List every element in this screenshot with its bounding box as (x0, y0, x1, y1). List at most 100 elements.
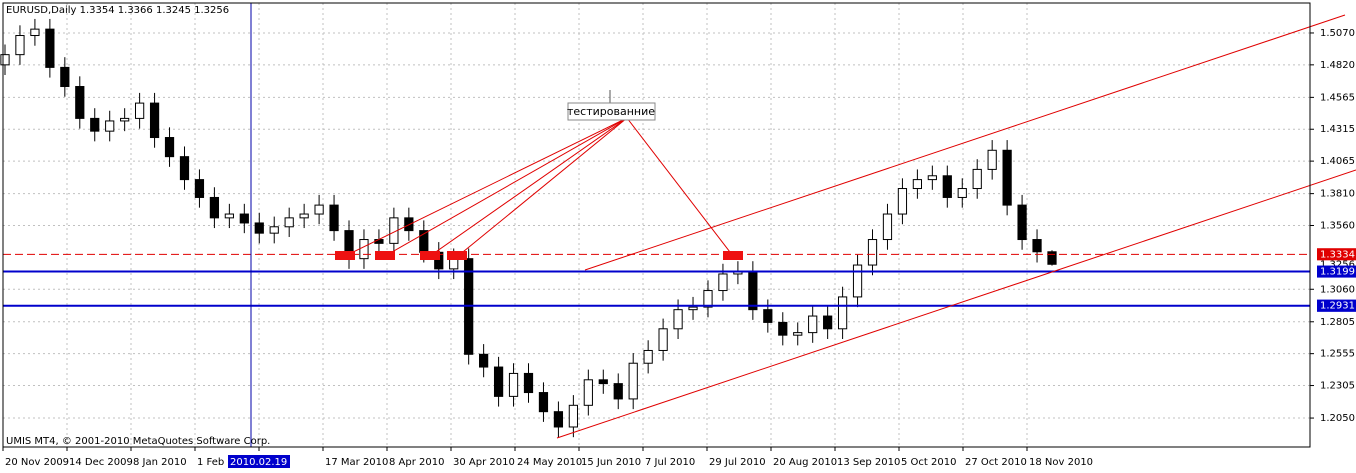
candle-body (299, 213, 309, 219)
candle-body (135, 102, 145, 119)
pointer-line (344, 117, 628, 257)
candle-body (793, 332, 803, 336)
candle-body (852, 264, 863, 298)
crosshair-label: 2010.02.19 20:00 (230, 457, 319, 468)
footer: UMIS MT4, © 2001-2010 MetaQuotes Softwar… (6, 436, 270, 447)
candle-body (359, 239, 369, 260)
candle-body (942, 175, 952, 198)
candle-body (658, 328, 668, 351)
y-tick-label: 1.4065 (1320, 156, 1355, 167)
candle-body (628, 362, 638, 400)
candle-body (179, 156, 190, 181)
candle-body (224, 213, 234, 219)
markers (335, 251, 743, 260)
last-price: 1.3256 (1320, 259, 1355, 270)
candles (0, 18, 1310, 438)
level-label: 1.3334 (1320, 249, 1355, 260)
marker (335, 251, 355, 260)
candle-body (823, 315, 833, 330)
marker (375, 251, 395, 260)
level-label-box (1317, 248, 1356, 261)
y-tick-label: 1.4315 (1320, 124, 1355, 135)
candle-body (882, 213, 893, 241)
candle-body (314, 204, 324, 215)
level-label: 1.3199 (1320, 267, 1355, 278)
y-tick-label: 1.5070 (1320, 28, 1355, 39)
candle-body (673, 309, 683, 330)
candle-body (897, 188, 908, 215)
pointer-line (457, 117, 628, 257)
x-tick-label: 8 Apr 2010 (389, 457, 444, 468)
x-tick-label: 7 Jul 2010 (645, 457, 695, 468)
x-tick-label: 13 Sep 2010 (837, 457, 900, 468)
candle-body (583, 379, 593, 406)
marker (420, 251, 440, 260)
x-tick-label: 15 Jun 2010 (581, 457, 641, 468)
candle-body (748, 270, 758, 311)
candle-body (1017, 204, 1027, 241)
x-tick-label: 20 Aug 2010 (773, 457, 837, 468)
annotation-box (567, 102, 656, 121)
pointer-line (384, 117, 628, 257)
candle-body (15, 35, 25, 56)
candle-body (778, 321, 788, 336)
candle-body (374, 239, 384, 244)
candle-body (957, 188, 967, 198)
candle-body (90, 117, 100, 132)
candle-body (1032, 239, 1042, 253)
candle-body (538, 392, 549, 413)
y-tick-label: 1.3810 (1320, 189, 1355, 200)
candle-body (598, 379, 608, 385)
candle-body (523, 372, 534, 394)
x-tick-label: 24 May 2010 (517, 457, 582, 468)
annotation: тестированние (567, 105, 655, 118)
y-tick-label: 1.2555 (1320, 349, 1355, 360)
candle-body (688, 306, 698, 311)
candle-body (568, 404, 578, 428)
candle-body (508, 372, 519, 397)
y-tick-label: 1.2050 (1320, 413, 1355, 424)
candle-body (149, 102, 160, 139)
y-tick-label: 1.2805 (1320, 317, 1355, 328)
trend-line (556, 169, 1356, 439)
candle-body (867, 239, 878, 266)
candle-body (269, 226, 279, 234)
x-tick-label: 17 Mar 2010 (325, 457, 388, 468)
candle-body (209, 196, 220, 219)
candle-body (329, 204, 339, 232)
x-tick-label: 1 Feb 2010 (197, 457, 253, 468)
pointer-line (626, 117, 734, 257)
y-tick-label: 1.4565 (1320, 92, 1355, 103)
y-tick-label: 1.3560 (1320, 221, 1355, 232)
level-label: 1.2931 (1320, 301, 1355, 312)
candle-body (493, 366, 504, 397)
candle-body (30, 28, 40, 37)
candle-body (194, 179, 205, 198)
x-tick-label: 8 Jan 2010 (133, 457, 187, 468)
marker (447, 251, 467, 260)
candle-body (718, 273, 728, 292)
candle-body (763, 309, 773, 323)
x-tick-label: 29 Jul 2010 (709, 457, 766, 468)
candle-body (972, 168, 982, 190)
x-tick-label: 20 Nov 2009 (5, 457, 69, 468)
candle-body (164, 137, 175, 158)
y-tick-label: 1.2305 (1320, 381, 1355, 392)
candle-body (703, 290, 713, 308)
candle-body (239, 213, 249, 224)
candle-body (60, 66, 70, 88)
candle-body (613, 383, 623, 400)
candle-body (75, 86, 85, 119)
pointer-line (429, 117, 628, 257)
x-tick-label: 30 Apr 2010 (453, 457, 515, 468)
candle-body (254, 222, 264, 234)
y-tick-label: 1.3060 (1320, 284, 1355, 295)
candle-body (808, 315, 818, 334)
candle-body (479, 353, 489, 368)
candle-body (449, 258, 459, 270)
plot-frame (2, 2, 1311, 448)
x-tick-label: 14 Dec 2009 (69, 457, 133, 468)
chart-title: EURUSD,Daily 1.3354 1.3366 1.3245 1.3256 (6, 5, 229, 16)
